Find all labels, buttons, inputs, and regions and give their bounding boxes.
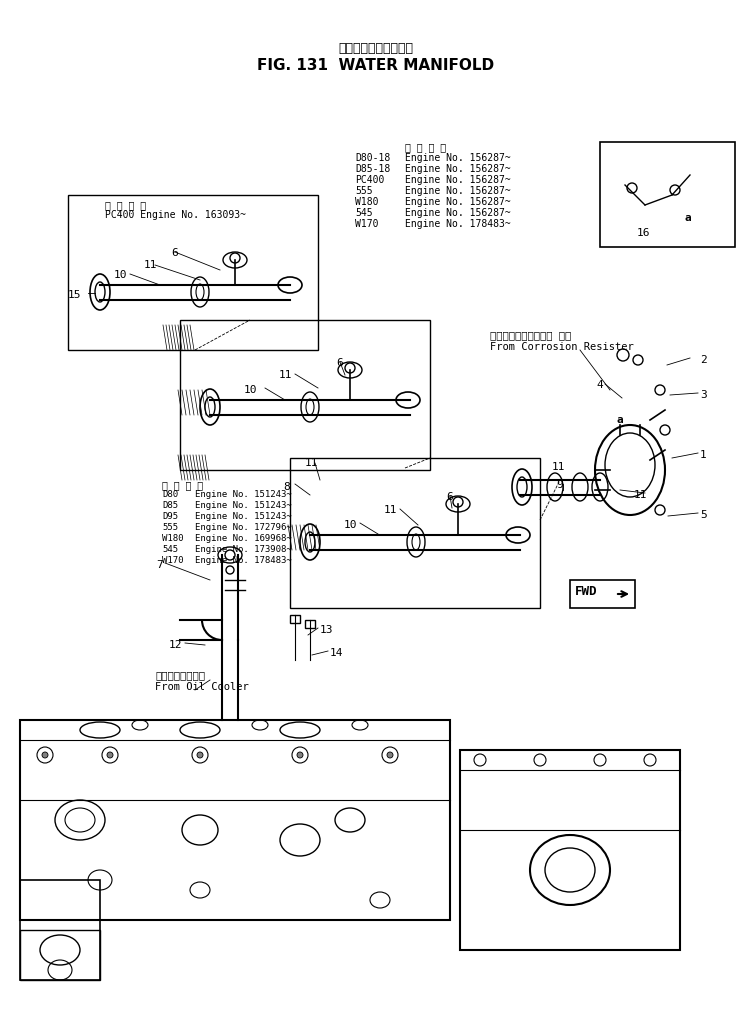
Text: 11: 11 [633,490,647,500]
Text: a: a [617,415,623,425]
Text: 適 用 号 機: 適 用 号 機 [162,480,203,490]
Text: Engine No. 173908~: Engine No. 173908~ [195,545,291,554]
Text: 6: 6 [337,358,343,368]
Text: 10: 10 [343,520,357,530]
Text: 10: 10 [113,270,127,280]
Text: W180: W180 [162,534,184,543]
Text: 12: 12 [168,640,181,650]
Bar [290,615,300,623]
Bar [20,880,100,980]
Bar [180,320,430,470]
Text: Engine No. 178483~: Engine No. 178483~ [405,219,511,229]
Text: Engine No. 156287~: Engine No. 156287~ [405,164,511,174]
Bar [600,142,735,247]
Text: Engine No. 151243~: Engine No. 151243~ [195,490,291,499]
Text: 適 用 号 機: 適 用 号 機 [405,142,446,152]
Text: 2: 2 [700,355,707,365]
Text: 適 用 号 機: 適 用 号 機 [105,200,146,210]
Text: 15: 15 [68,290,81,300]
Text: a: a [684,213,691,223]
Text: From Corrosion Resister: From Corrosion Resister [490,342,634,352]
Text: Engine No. 151243~: Engine No. 151243~ [195,512,291,521]
Text: コロージョンレジスタ から: コロージョンレジスタ から [490,330,572,340]
Bar [290,458,540,608]
Text: Engine No. 172796~: Engine No. 172796~ [195,523,291,533]
Bar [20,720,450,920]
Text: 7: 7 [157,560,163,570]
Text: 545: 545 [162,545,178,554]
Text: W170: W170 [162,556,184,565]
Text: D95: D95 [162,512,178,521]
Text: 14: 14 [330,648,343,658]
Text: 11: 11 [279,370,291,380]
Text: 16: 16 [636,228,650,238]
Text: 10: 10 [243,386,257,395]
Circle shape [197,752,203,758]
Text: 555: 555 [355,186,373,196]
Text: D85: D85 [162,501,178,510]
Text: W170: W170 [355,219,379,229]
Circle shape [387,752,393,758]
Text: Engine No. 169968~: Engine No. 169968~ [195,534,291,543]
Text: PC400: PC400 [355,175,384,185]
Text: 6: 6 [172,248,178,258]
Text: FIG. 131  WATER MANIFOLD: FIG. 131 WATER MANIFOLD [258,58,495,73]
Text: W180: W180 [355,197,379,207]
Text: 11: 11 [143,260,157,270]
Text: 9: 9 [556,480,563,490]
Text: Engine No. 156287~: Engine No. 156287~ [405,186,511,196]
Circle shape [42,752,48,758]
Text: 11: 11 [305,458,319,468]
Text: 11: 11 [551,462,565,472]
Text: 5: 5 [700,510,707,520]
Text: 13: 13 [320,625,334,635]
Text: 6: 6 [447,492,453,502]
Text: Engine No. 178483~: Engine No. 178483~ [195,556,291,565]
Text: 4: 4 [596,380,603,390]
Text: Engine No. 156287~: Engine No. 156287~ [405,153,511,163]
Text: D80: D80 [162,490,178,499]
Text: 11: 11 [383,505,397,515]
Text: Engine No. 156287~: Engine No. 156287~ [405,208,511,218]
Text: PC400 Engine No. 163093~: PC400 Engine No. 163093~ [105,210,246,220]
Text: 555: 555 [162,523,178,533]
Text: 1: 1 [700,450,707,460]
Bar [305,620,315,628]
Text: 545: 545 [355,208,373,218]
Text: Engine No. 156287~: Engine No. 156287~ [405,175,511,185]
Bar [460,750,680,950]
Text: 3: 3 [700,390,707,400]
Text: D80-18: D80-18 [355,153,390,163]
Text: ウォータマニホールド: ウォータマニホールド [339,42,413,56]
Circle shape [107,752,113,758]
Bar [570,580,635,608]
Text: Engine No. 151243~: Engine No. 151243~ [195,501,291,510]
Text: D85-18: D85-18 [355,164,390,174]
Text: Engine No. 156287~: Engine No. 156287~ [405,197,511,207]
Text: From Oil Cooler: From Oil Cooler [155,682,248,692]
Bar [68,195,318,350]
Text: 8: 8 [283,482,290,492]
Text: オイルクーラから: オイルクーラから [155,670,205,680]
Bar [20,930,100,980]
Text: FWD: FWD [575,585,597,598]
Circle shape [297,752,303,758]
